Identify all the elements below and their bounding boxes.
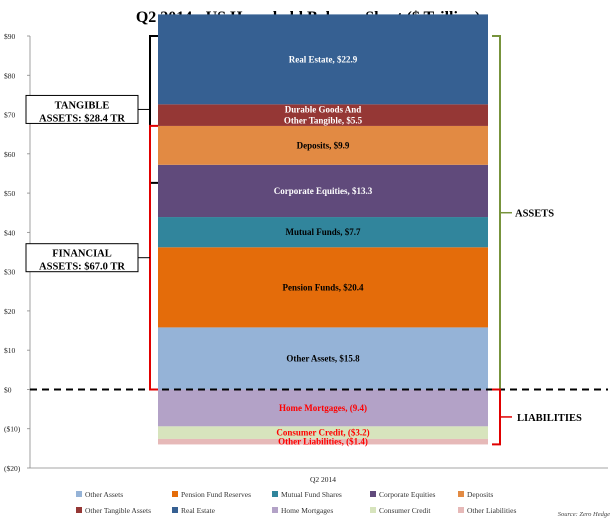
legend-entry: Other Tangible Assets bbox=[85, 506, 151, 515]
bar-segment-mutual-fund-shares bbox=[158, 217, 488, 248]
x-category-label: Q2 2014 bbox=[310, 475, 336, 484]
legend-entry: Deposits bbox=[467, 490, 493, 499]
legend-entry: Corporate Equities bbox=[379, 490, 436, 499]
y-tick-label: $60 bbox=[4, 150, 16, 159]
legend-swatch bbox=[272, 507, 278, 513]
financial-box-text: ASSETS: $67.0 TR bbox=[39, 262, 125, 273]
y-tick-label: $50 bbox=[4, 189, 16, 198]
y-tick-label: $0 bbox=[4, 385, 12, 394]
bar-segment-pension-fund-reserves bbox=[158, 247, 488, 328]
y-tick-label: $40 bbox=[4, 228, 16, 237]
legend-swatch bbox=[76, 491, 82, 497]
segment-label: Corporate Equities, $13.3 bbox=[274, 186, 373, 196]
legend-entry: Pension Fund Reserves bbox=[181, 490, 251, 499]
annotations: TANGIBLE ASSETS: $28.4 TR FINANCIAL ASSETS:… bbox=[25, 35, 582, 446]
legend-swatch bbox=[172, 491, 178, 497]
legend-swatch bbox=[172, 507, 178, 513]
assets-label: ASSETS bbox=[515, 209, 554, 220]
segment-label: Consumer Credit, ($3.2) bbox=[276, 428, 369, 438]
bar-segment-home-mortgages bbox=[158, 389, 488, 427]
tangible-box bbox=[25, 94, 139, 124]
legend-entry: Home Mortgages bbox=[281, 506, 333, 515]
y-tick-label: $30 bbox=[4, 268, 16, 277]
financial-box bbox=[25, 243, 139, 273]
tangible-bracket bbox=[149, 35, 158, 184]
liabilities-label: LIABILITIES bbox=[517, 413, 582, 424]
bar-segment-real-estate bbox=[158, 14, 488, 105]
segment-label: Other Tangible, $5.5 bbox=[284, 116, 363, 126]
legend-swatch bbox=[458, 507, 464, 513]
legend-swatch bbox=[458, 491, 464, 497]
segment-label: Deposits, $9.9 bbox=[297, 140, 350, 150]
bar-segment-other-liabilities bbox=[158, 438, 488, 445]
bar-segment-corporate-equities bbox=[158, 164, 488, 218]
liabilities-bracket bbox=[492, 388, 501, 446]
bar-segment-other-assets bbox=[158, 327, 488, 390]
assets-bracket bbox=[492, 35, 501, 391]
legend-swatch bbox=[272, 491, 278, 497]
bar-segment-other-tangible-assets bbox=[158, 104, 488, 126]
legend-entry: Real Estate bbox=[181, 506, 216, 515]
financial-box-text: FINANCIAL bbox=[52, 249, 112, 260]
segment-label: Mutual Funds, $7.7 bbox=[285, 227, 361, 237]
segment-label: Home Mortgages, (9.4) bbox=[279, 403, 367, 413]
legend: Other Assets Pension Fund Reserves Mutual … bbox=[76, 490, 516, 515]
legend-entry: Other Assets bbox=[85, 490, 123, 499]
y-tick-label: $10 bbox=[4, 346, 16, 355]
bar-segment-deposits bbox=[158, 125, 488, 165]
segment-label: Other Assets, $15.8 bbox=[286, 353, 360, 363]
segment-label: Other Liabilities, ($1.4) bbox=[278, 437, 368, 447]
legend-entry: Consumer Credit bbox=[379, 506, 431, 515]
y-tick-label: $70 bbox=[4, 111, 16, 120]
y-tick-label: $80 bbox=[4, 71, 16, 80]
legend-swatch bbox=[370, 491, 376, 497]
stacked-bar: Other Assets, $15.8 Pension Funds, $20.4 M… bbox=[30, 14, 608, 447]
bar-segment-consumer-credit bbox=[158, 426, 488, 439]
legend-swatch bbox=[370, 507, 376, 513]
legend-entry: Other Liabilities bbox=[467, 506, 516, 515]
legend-entry: Mutual Fund Shares bbox=[281, 490, 342, 499]
y-tick-label: ($20) bbox=[4, 464, 21, 473]
tangible-box-text: ASSETS: $28.4 TR bbox=[39, 113, 125, 124]
source-note: Source: Zero Hedge bbox=[558, 511, 610, 518]
y-tick-label: $20 bbox=[4, 307, 16, 316]
tangible-box-text: TANGIBLE bbox=[55, 100, 110, 111]
financial-bracket bbox=[149, 124, 158, 391]
segment-label: Durable Goods And bbox=[285, 105, 362, 115]
y-tick-label: $90 bbox=[4, 32, 16, 41]
legend-swatch bbox=[76, 507, 82, 513]
segment-label: Pension Funds, $20.4 bbox=[282, 282, 364, 292]
segment-label: Real Estate, $22.9 bbox=[289, 54, 358, 64]
y-tick-label: ($10) bbox=[4, 425, 21, 434]
